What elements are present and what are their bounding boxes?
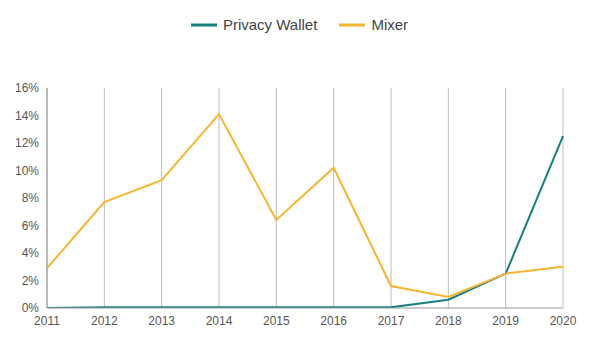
svg-text:2017: 2017	[378, 314, 405, 328]
svg-text:2%: 2%	[22, 274, 40, 288]
svg-text:6%: 6%	[22, 219, 40, 233]
svg-text:0%: 0%	[22, 301, 40, 315]
svg-text:2012: 2012	[91, 314, 118, 328]
svg-text:2011: 2011	[34, 314, 60, 328]
svg-text:2019: 2019	[492, 314, 519, 328]
html-text:Mixer: Mixer	[371, 16, 409, 33]
svg-text:2015: 2015	[263, 314, 290, 328]
svg-text:8%: 8%	[22, 191, 40, 205]
svg-text:12%: 12%	[15, 136, 39, 150]
svg-text:2018: 2018	[435, 314, 462, 328]
svg-text:2013: 2013	[148, 314, 175, 328]
svg-text:2016: 2016	[320, 314, 347, 328]
svg-text:10%: 10%	[15, 164, 39, 178]
svg-text:2014: 2014	[206, 314, 233, 328]
svg-text:2020: 2020	[550, 314, 577, 328]
svg-text:16%: 16%	[15, 81, 39, 95]
html-text:Privacy Wallet: Privacy Wallet	[222, 16, 318, 33]
svg-text:4%: 4%	[22, 246, 40, 260]
svg-text:14%: 14%	[15, 109, 39, 123]
